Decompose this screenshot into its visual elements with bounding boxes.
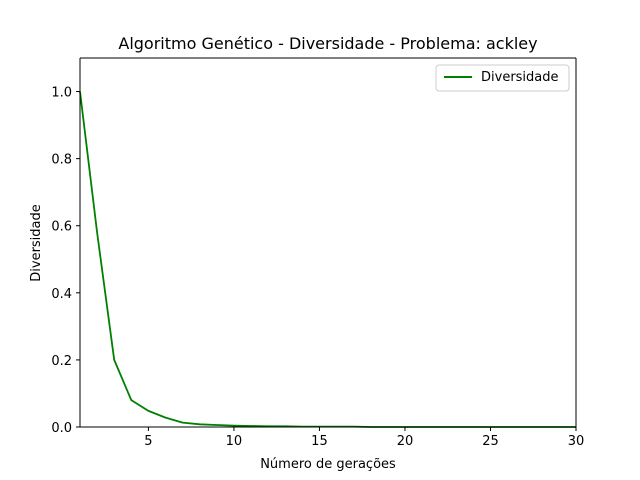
chart-title: Algoritmo Genético - Diversidade - Probl…	[118, 34, 537, 53]
y-tick-label: 0.0	[51, 421, 72, 436]
y-tick-label: 0.2	[51, 354, 72, 369]
y-tick-label: 0.4	[51, 287, 72, 302]
x-tick-label: 30	[568, 434, 585, 449]
x-tick-label: 20	[397, 434, 414, 449]
axes-frame	[79, 57, 577, 428]
y-axis-ticks: 0.0 0.2 0.4 0.6 0.8 1.0	[51, 86, 80, 436]
x-tick-label: 15	[311, 434, 328, 449]
plot-area	[80, 58, 576, 427]
y-tick-label: 0.8	[51, 153, 72, 168]
x-axis-label: Número de gerações	[260, 457, 396, 472]
y-tick-label: 1.0	[51, 86, 72, 101]
y-tick-label: 0.6	[51, 220, 72, 235]
legend-label-diversidade: Diversidade	[481, 70, 559, 85]
x-tick-label: 25	[482, 434, 499, 449]
x-tick-label: 10	[226, 434, 243, 449]
legend-box	[435, 64, 570, 92]
x-tick-label: 5	[144, 434, 152, 449]
x-axis-ticks: 5 10 15 20 25 30	[144, 427, 584, 449]
legend: Diversidade	[435, 64, 570, 92]
y-axis-label: Diversidade	[29, 204, 44, 282]
